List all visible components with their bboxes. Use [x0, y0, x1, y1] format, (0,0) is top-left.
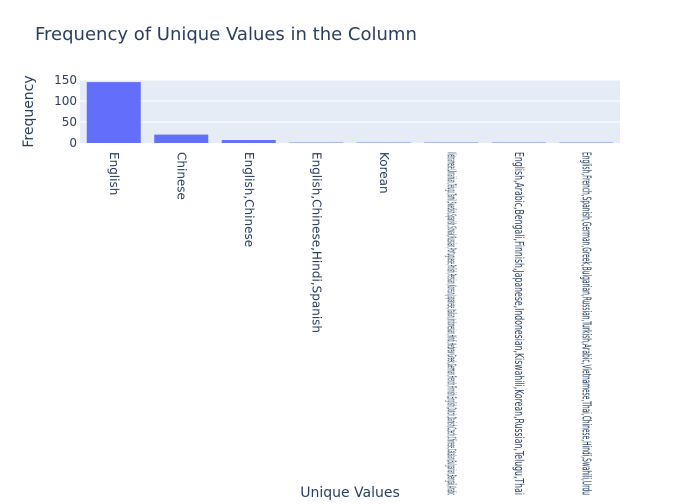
y-tick-label: 0: [69, 136, 77, 150]
plot-area: [80, 80, 620, 143]
bar[interactable]: [87, 82, 141, 143]
bar[interactable]: [154, 135, 208, 143]
y-tick-label: 100: [54, 94, 77, 108]
y-tick-label: 150: [54, 73, 77, 87]
x-tick-label: Korean: [377, 152, 391, 194]
y-axis-title: Frequency: [21, 75, 37, 147]
y-tick-label: 50: [62, 115, 77, 129]
x-tick-label: English,French,Spanish,German,Greek,Bulg…: [579, 152, 593, 495]
x-tick-label: Chinese: [174, 152, 188, 200]
chart-title: Frequency of Unique Values in the Column: [35, 24, 417, 45]
x-tick-label: English,Chinese,Hindi,Spanish: [309, 152, 323, 333]
x-tick-label: English: [107, 152, 121, 195]
x-tick-label: Vietnamese,Ukrainian,Telugu,Tamil,Swedis…: [444, 152, 458, 495]
x-tick-label: English,Chinese: [242, 152, 256, 247]
bar[interactable]: [222, 140, 276, 143]
x-tick-label: English,Arabic,Bengali,Finnish,Japanese,…: [512, 152, 526, 495]
y-tick-labels: 0 50 100 150: [54, 73, 77, 150]
x-tick-labels: English Chinese English,Chinese English,Chi…: [107, 152, 594, 495]
x-axis-title: Unique Values: [300, 485, 400, 500]
